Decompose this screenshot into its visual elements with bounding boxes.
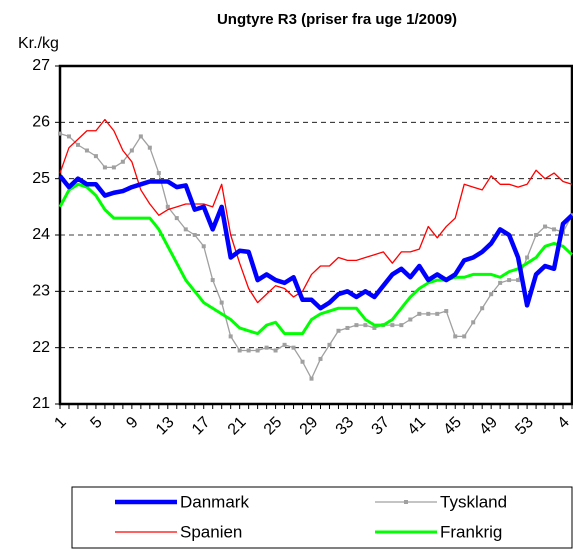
x-tick-label: 4 bbox=[555, 414, 573, 432]
point-marker bbox=[399, 323, 404, 328]
point-marker bbox=[372, 325, 377, 330]
point-marker bbox=[183, 227, 188, 232]
point-marker bbox=[228, 334, 233, 339]
point-marker bbox=[318, 356, 323, 361]
point-marker bbox=[93, 154, 98, 159]
point-marker bbox=[507, 278, 512, 283]
legend-label: Danmark bbox=[180, 492, 249, 511]
point-marker bbox=[282, 342, 287, 347]
point-marker bbox=[246, 348, 251, 353]
point-marker bbox=[480, 306, 485, 311]
point-marker bbox=[273, 348, 278, 353]
y-tick-label: 24 bbox=[32, 226, 50, 243]
x-tick-label: 33 bbox=[333, 414, 358, 439]
series-line bbox=[59, 118, 573, 304]
x-tick-label: 1 bbox=[51, 414, 69, 432]
y-tick-label: 27 bbox=[32, 57, 50, 74]
point-marker bbox=[552, 227, 557, 232]
point-marker bbox=[489, 292, 494, 297]
point-marker bbox=[156, 171, 161, 176]
point-marker bbox=[417, 311, 422, 316]
x-tick-label: 53 bbox=[512, 414, 537, 439]
x-tick-label: 49 bbox=[476, 414, 501, 439]
series-line bbox=[58, 174, 573, 311]
point-marker bbox=[165, 204, 170, 209]
y-axis-label: Kr./kg bbox=[18, 35, 59, 52]
point-marker bbox=[219, 300, 224, 305]
point-marker bbox=[300, 359, 305, 364]
point-marker bbox=[75, 142, 80, 147]
point-marker bbox=[534, 233, 539, 237]
x-tick-label: 37 bbox=[369, 414, 394, 439]
legend-label: Spanien bbox=[180, 522, 242, 541]
point-marker bbox=[264, 345, 269, 350]
legend-marker bbox=[404, 500, 408, 504]
point-marker bbox=[129, 148, 134, 153]
point-marker bbox=[435, 311, 440, 316]
chart-title: Ungtyre R3 (priser fra uge 1/2009) bbox=[217, 11, 457, 28]
x-tick-label: 25 bbox=[261, 414, 286, 439]
x-tick-label: 9 bbox=[123, 414, 141, 432]
point-marker bbox=[354, 323, 359, 328]
point-marker bbox=[291, 345, 296, 350]
x-tick-label: 17 bbox=[189, 414, 214, 439]
point-marker bbox=[336, 328, 341, 333]
point-marker bbox=[58, 131, 62, 136]
x-tick-label: 13 bbox=[153, 414, 178, 439]
point-marker bbox=[471, 320, 476, 325]
point-marker bbox=[345, 325, 350, 330]
point-marker bbox=[516, 278, 521, 283]
point-marker bbox=[255, 348, 260, 353]
point-marker bbox=[120, 159, 125, 164]
point-marker bbox=[66, 134, 71, 139]
point-marker bbox=[453, 334, 458, 339]
x-tick-label: 5 bbox=[87, 414, 105, 432]
y-tick-label: 26 bbox=[32, 114, 50, 131]
point-marker bbox=[390, 323, 395, 328]
legend-label: Tyskland bbox=[440, 492, 507, 511]
point-marker bbox=[147, 145, 152, 150]
x-tick-label: 45 bbox=[440, 414, 465, 439]
series-line bbox=[58, 182, 573, 336]
point-marker bbox=[363, 323, 368, 328]
x-tick-label: 21 bbox=[225, 414, 250, 439]
point-marker bbox=[84, 148, 89, 153]
x-tick-label: 41 bbox=[405, 414, 430, 439]
point-marker bbox=[102, 165, 107, 170]
y-tick-label: 22 bbox=[32, 339, 50, 356]
point-marker bbox=[138, 134, 143, 139]
point-marker bbox=[543, 224, 548, 229]
point-marker bbox=[192, 233, 197, 237]
point-marker bbox=[498, 280, 503, 285]
point-marker bbox=[408, 317, 413, 322]
x-tick-label: 29 bbox=[297, 414, 322, 439]
y-tick-label: 23 bbox=[32, 283, 50, 300]
point-marker bbox=[210, 278, 215, 283]
point-marker bbox=[174, 216, 179, 221]
y-tick-label: 21 bbox=[32, 395, 50, 412]
legend-label: Frankrig bbox=[440, 522, 502, 541]
point-marker bbox=[327, 342, 332, 347]
y-tick-label: 25 bbox=[32, 170, 50, 187]
point-marker bbox=[462, 334, 467, 339]
point-marker bbox=[237, 348, 242, 353]
point-marker bbox=[309, 376, 314, 381]
point-marker bbox=[426, 311, 431, 316]
point-marker bbox=[444, 309, 449, 314]
legend-box bbox=[71, 486, 573, 549]
point-marker bbox=[111, 165, 116, 170]
plot-frame bbox=[58, 64, 573, 406]
point-marker bbox=[201, 244, 206, 249]
point-marker bbox=[525, 255, 530, 260]
series-line bbox=[59, 132, 573, 380]
